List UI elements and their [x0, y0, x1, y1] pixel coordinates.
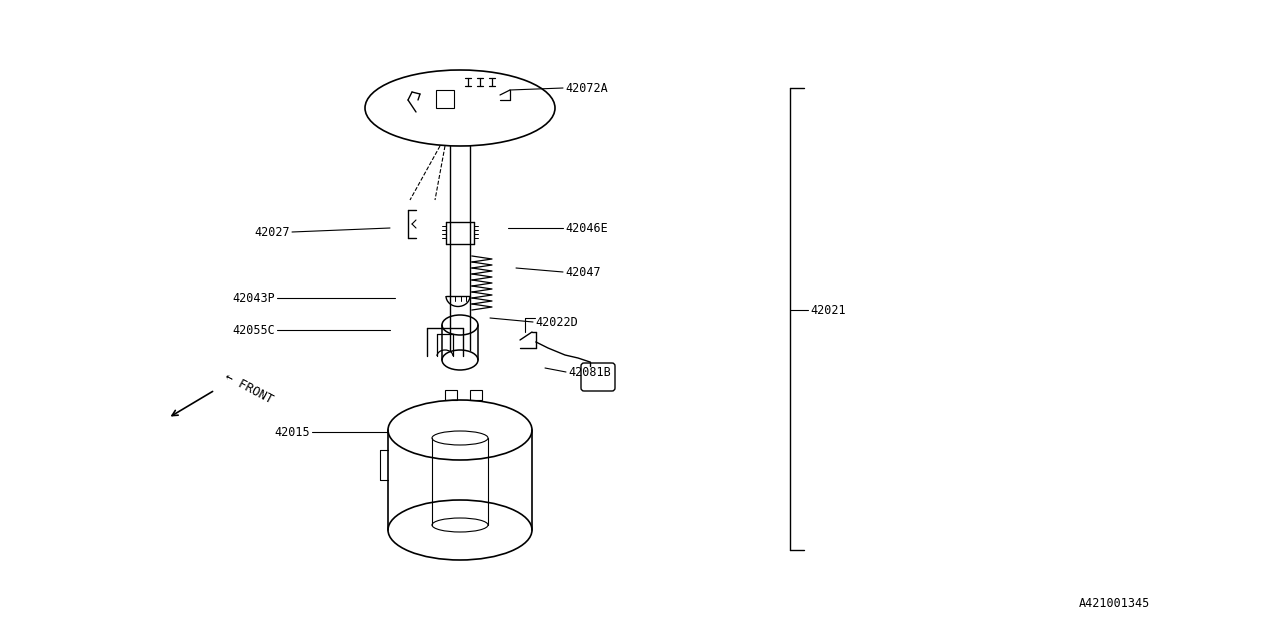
Text: ← FRONT: ← FRONT — [223, 371, 275, 406]
Bar — [445, 390, 457, 400]
Text: 42055C: 42055C — [232, 323, 275, 337]
Text: 42046E: 42046E — [564, 221, 608, 234]
Text: 42047: 42047 — [564, 266, 600, 278]
Text: 42081B: 42081B — [568, 365, 611, 378]
Text: 42043P: 42043P — [232, 291, 275, 305]
Text: 42022D: 42022D — [535, 316, 577, 328]
Bar — [470, 390, 483, 400]
Text: 42027: 42027 — [255, 225, 291, 239]
Bar — [436, 90, 454, 108]
Text: 42021: 42021 — [810, 303, 846, 317]
Text: 42072A: 42072A — [564, 81, 608, 95]
Text: A421001345: A421001345 — [1079, 597, 1149, 610]
Text: 42015: 42015 — [274, 426, 310, 438]
